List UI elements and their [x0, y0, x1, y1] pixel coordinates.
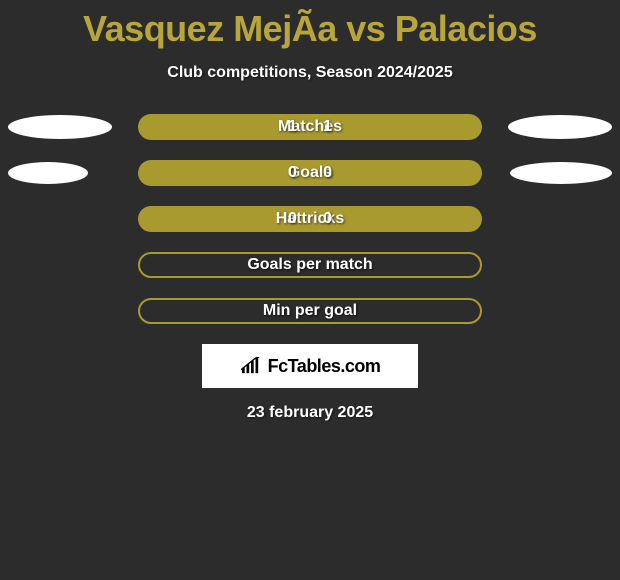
compare-area: 1 Matches 1 0 Goals 0 0 Hattricks 0 Goal…: [0, 114, 620, 324]
comparison-subtitle: Club competitions, Season 2024/2025: [0, 64, 620, 82]
stat-label: Min per goal: [263, 302, 357, 320]
stat-row-goals-per-match: Goals per match: [0, 252, 620, 278]
stat-label: Hattricks: [276, 210, 344, 228]
ellipse-left-goals: [8, 162, 88, 184]
stat-row-matches: 1 Matches 1: [0, 114, 620, 140]
stat-value-left: 1: [288, 118, 297, 136]
stat-value-right: 0: [323, 164, 332, 182]
logo-text: FcTables.com: [268, 356, 381, 377]
stat-value-right: 0: [323, 210, 332, 228]
date-label: 23 february 2025: [0, 404, 620, 422]
stat-bar-hattricks: 0 Hattricks 0: [138, 206, 482, 232]
stat-value-left: 0: [288, 210, 297, 228]
stat-bar-min-per-goal: Min per goal: [138, 298, 482, 324]
chart-icon: [240, 357, 262, 375]
ellipse-right-goals: [510, 162, 612, 184]
logo-box: FcTables.com: [202, 344, 418, 388]
stat-value-right: 1: [323, 118, 332, 136]
stat-bar-goals: 0 Goals 0: [138, 160, 482, 186]
stat-row-hattricks: 0 Hattricks 0: [0, 206, 620, 232]
stat-label: Goals per match: [247, 256, 372, 274]
stat-row-goals: 0 Goals 0: [0, 160, 620, 186]
stat-value-left: 0: [288, 164, 297, 182]
stat-row-min-per-goal: Min per goal: [0, 298, 620, 324]
comparison-title: Vasquez MejÃ­a vs Palacios: [0, 0, 620, 50]
stat-bar-matches: 1 Matches 1: [138, 114, 482, 140]
ellipse-right-matches: [508, 115, 612, 139]
ellipse-left-matches: [8, 115, 112, 139]
stat-bar-goals-per-match: Goals per match: [138, 252, 482, 278]
